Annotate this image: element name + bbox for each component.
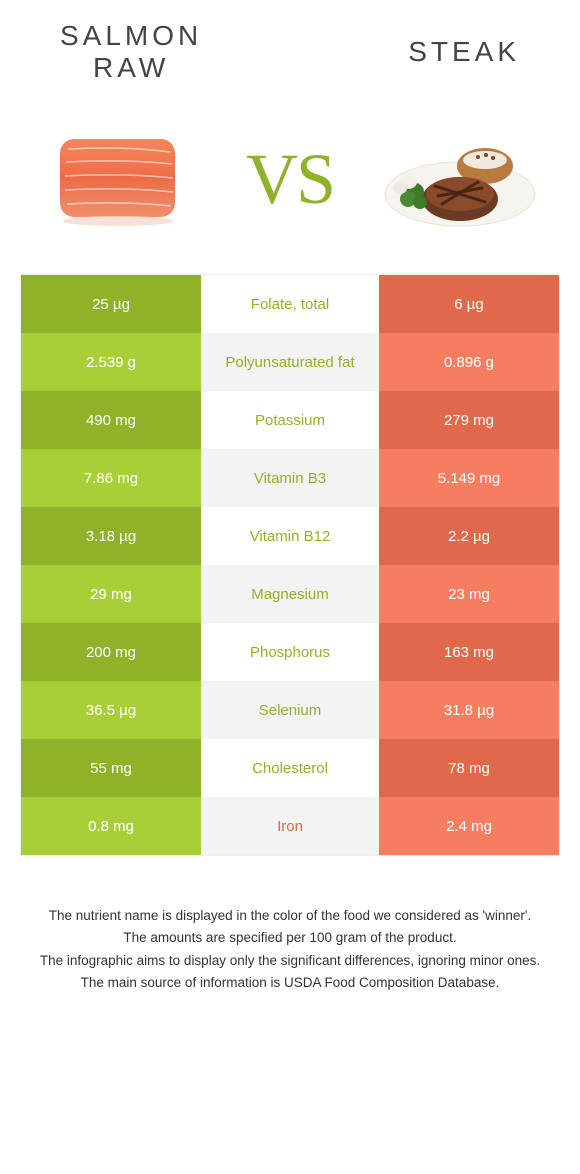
table-row: 2.539 gPolyunsaturated fat0.896 g	[21, 333, 559, 391]
footnotes: The nutrient name is displayed in the co…	[0, 856, 580, 993]
footnote-line: The main source of information is USDA F…	[30, 973, 550, 993]
left-value: 0.8 mg	[21, 797, 201, 855]
nutrient-label: Potassium	[201, 391, 379, 449]
right-value: 0.896 g	[379, 333, 559, 391]
salmon-image	[40, 124, 200, 234]
left-value: 25 µg	[21, 275, 201, 333]
table-row: 25 µgFolate, total6 µg	[21, 275, 559, 333]
table-row: 29 mgMagnesium23 mg	[21, 565, 559, 623]
nutrient-label: Polyunsaturated fat	[201, 333, 379, 391]
right-value: 2.4 mg	[379, 797, 559, 855]
nutrient-label: Phosphorus	[201, 623, 379, 681]
left-value: 3.18 µg	[21, 507, 201, 565]
nutrient-label: Selenium	[201, 681, 379, 739]
nutrient-label: Magnesium	[201, 565, 379, 623]
nutrient-table: 25 µgFolate, total6 µg2.539 gPolyunsatur…	[20, 274, 560, 856]
nutrient-label: Cholesterol	[201, 739, 379, 797]
header: SALMON RAW STEAK	[0, 0, 580, 94]
right-value: 163 mg	[379, 623, 559, 681]
left-value: 200 mg	[21, 623, 201, 681]
steak-image	[380, 124, 540, 234]
right-value: 279 mg	[379, 391, 559, 449]
footnote-line: The infographic aims to display only the…	[30, 951, 550, 971]
images-row: VS	[0, 94, 580, 274]
footnote-line: The amounts are specified per 100 gram o…	[30, 928, 550, 948]
left-title-line2: RAW	[60, 52, 202, 84]
right-value: 5.149 mg	[379, 449, 559, 507]
left-value: 55 mg	[21, 739, 201, 797]
left-value: 29 mg	[21, 565, 201, 623]
right-food-title: STEAK	[408, 36, 520, 68]
left-value: 7.86 mg	[21, 449, 201, 507]
right-value: 2.2 µg	[379, 507, 559, 565]
right-value: 78 mg	[379, 739, 559, 797]
table-row: 490 mgPotassium279 mg	[21, 391, 559, 449]
nutrient-label: Folate, total	[201, 275, 379, 333]
table-row: 36.5 µgSelenium31.8 µg	[21, 681, 559, 739]
left-value: 490 mg	[21, 391, 201, 449]
left-value: 36.5 µg	[21, 681, 201, 739]
left-food-title: SALMON RAW	[60, 20, 202, 84]
nutrient-label: Vitamin B3	[201, 449, 379, 507]
footnote-line: The nutrient name is displayed in the co…	[30, 906, 550, 926]
nutrient-label: Iron	[201, 797, 379, 855]
table-row: 7.86 mgVitamin B35.149 mg	[21, 449, 559, 507]
nutrient-label: Vitamin B12	[201, 507, 379, 565]
table-row: 3.18 µgVitamin B122.2 µg	[21, 507, 559, 565]
left-title-line1: SALMON	[60, 20, 202, 51]
vs-text: VS	[246, 138, 334, 221]
right-value: 23 mg	[379, 565, 559, 623]
left-value: 2.539 g	[21, 333, 201, 391]
table-row: 0.8 mgIron2.4 mg	[21, 797, 559, 855]
right-value: 6 µg	[379, 275, 559, 333]
table-row: 55 mgCholesterol78 mg	[21, 739, 559, 797]
table-row: 200 mgPhosphorus163 mg	[21, 623, 559, 681]
right-value: 31.8 µg	[379, 681, 559, 739]
